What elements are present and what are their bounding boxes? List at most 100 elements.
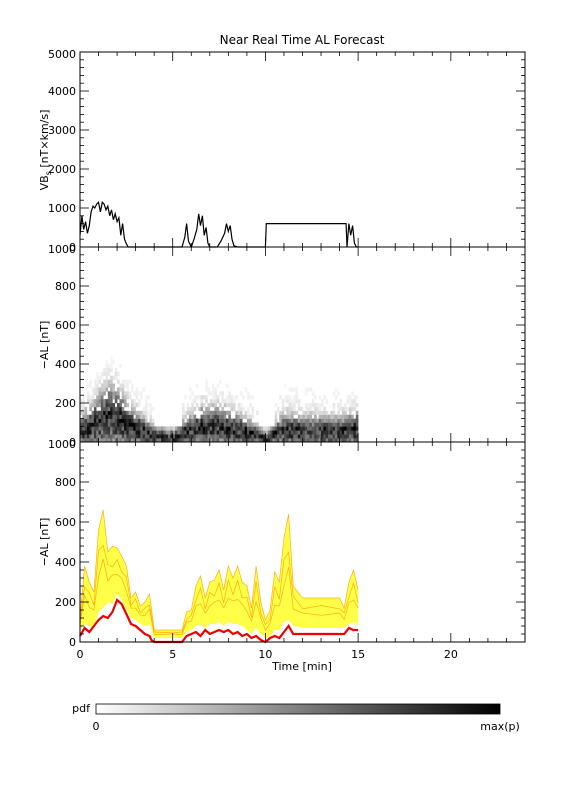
pdf-cell bbox=[242, 422, 245, 427]
pdf-cell bbox=[107, 418, 111, 423]
pdf-cell bbox=[311, 399, 315, 404]
pdf-cell bbox=[226, 430, 229, 435]
pdf-cell bbox=[277, 410, 280, 415]
pdf-cell bbox=[353, 418, 357, 423]
pdf-cell bbox=[270, 426, 273, 431]
pdf-cell bbox=[239, 414, 243, 419]
pdf-cell bbox=[144, 403, 148, 408]
pdf-cell bbox=[242, 426, 245, 431]
y-tick-label: 600 bbox=[55, 319, 76, 332]
pdf-cell bbox=[114, 426, 118, 431]
pdf-cell bbox=[100, 395, 104, 400]
y-tick-label: 400 bbox=[55, 358, 76, 371]
pdf-cell bbox=[346, 418, 350, 423]
pdf-cell bbox=[351, 406, 354, 412]
pdf-cell bbox=[339, 418, 343, 423]
pdf-cell bbox=[93, 426, 97, 431]
pdf-cell bbox=[235, 422, 238, 427]
pdf-cell bbox=[277, 406, 280, 412]
pdf-cell bbox=[209, 430, 213, 435]
pdf-cell bbox=[263, 434, 266, 439]
pdf-cell bbox=[114, 399, 118, 404]
pdf-cell bbox=[110, 395, 113, 400]
pdf-cell bbox=[284, 418, 287, 423]
pdf-cell bbox=[209, 399, 213, 404]
pdf-cell bbox=[309, 434, 313, 439]
pdf-cell bbox=[142, 410, 146, 415]
pdf-cell bbox=[121, 438, 125, 443]
pdf-cell bbox=[348, 414, 352, 419]
pdf-cell bbox=[281, 426, 285, 431]
pdf-cell bbox=[105, 434, 109, 439]
pdf-cell bbox=[300, 438, 303, 443]
pdf-cell bbox=[230, 406, 234, 412]
pdf-cell bbox=[228, 434, 231, 439]
pdf-cell bbox=[154, 434, 157, 439]
pdf-cell bbox=[355, 438, 359, 443]
pdf-cell bbox=[188, 422, 192, 427]
pdf-cell bbox=[80, 426, 83, 431]
y-tick-label: 1000 bbox=[48, 438, 76, 451]
pdf-cell bbox=[112, 418, 115, 423]
pdf-cell bbox=[293, 399, 296, 404]
pdf-cell bbox=[182, 438, 185, 443]
pdf-cell bbox=[219, 422, 222, 427]
pdf-cell bbox=[91, 434, 95, 439]
pdf-cell bbox=[332, 438, 336, 443]
pdf-cell bbox=[198, 430, 201, 435]
pdf-cell bbox=[219, 426, 222, 431]
pdf-cell bbox=[82, 395, 85, 400]
colorbar: pdf 0 max(p) bbox=[72, 702, 520, 733]
pdf-cell bbox=[355, 410, 359, 415]
pdf-cell bbox=[337, 422, 340, 427]
pdf-cell bbox=[96, 379, 99, 384]
pdf-cell bbox=[300, 422, 303, 427]
pdf-cell bbox=[200, 418, 204, 423]
pdf-cell bbox=[325, 430, 329, 435]
pdf-cell bbox=[293, 426, 296, 431]
pdf-cell bbox=[323, 406, 326, 412]
panel-al-pdf-ylabel: −AL [nT] bbox=[38, 321, 51, 370]
y-tick-label: 400 bbox=[55, 556, 76, 569]
pdf-cell bbox=[170, 430, 173, 435]
pdf-cell bbox=[337, 438, 340, 443]
pdf-cell bbox=[348, 395, 352, 400]
pdf-cell bbox=[100, 403, 104, 408]
pdf-cell bbox=[297, 438, 301, 443]
y-tick-label: 3000 bbox=[48, 124, 76, 137]
pdf-cell bbox=[207, 422, 211, 427]
pdf-cell bbox=[103, 414, 106, 419]
pdf-cell bbox=[346, 395, 350, 400]
pdf-cell bbox=[80, 438, 83, 443]
pdf-cell bbox=[135, 422, 139, 427]
pdf-cell bbox=[293, 422, 296, 427]
pdf-cell bbox=[293, 430, 296, 435]
colorbar-label: pdf bbox=[72, 702, 91, 715]
pdf-cell bbox=[214, 434, 217, 439]
pdf-cell bbox=[332, 391, 336, 396]
pdf-cell bbox=[284, 438, 287, 443]
pdf-cell bbox=[80, 399, 83, 404]
pdf-cell bbox=[251, 406, 255, 412]
pdf-cell bbox=[226, 418, 229, 423]
pdf-cell bbox=[216, 414, 220, 419]
pdf-cell bbox=[302, 414, 306, 419]
pdf-cell bbox=[207, 418, 211, 423]
pdf-cell bbox=[112, 426, 115, 431]
pdf-cell bbox=[321, 418, 324, 423]
pdf-cell bbox=[179, 434, 183, 439]
pdf-cell bbox=[177, 426, 180, 431]
pdf-cell bbox=[124, 410, 127, 415]
pdf-cell bbox=[323, 426, 326, 431]
pdf-cell bbox=[87, 399, 90, 404]
pdf-cell bbox=[142, 426, 146, 431]
pdf-cell bbox=[337, 434, 340, 439]
pdf-cell bbox=[89, 383, 92, 388]
pdf-cell bbox=[239, 426, 243, 431]
pdf-cell bbox=[274, 426, 278, 431]
pdf-cell bbox=[223, 414, 227, 419]
pdf-cell bbox=[290, 422, 294, 427]
pdf-cell bbox=[110, 434, 113, 439]
pdf-cell bbox=[307, 403, 310, 408]
pdf-cell bbox=[98, 414, 102, 419]
